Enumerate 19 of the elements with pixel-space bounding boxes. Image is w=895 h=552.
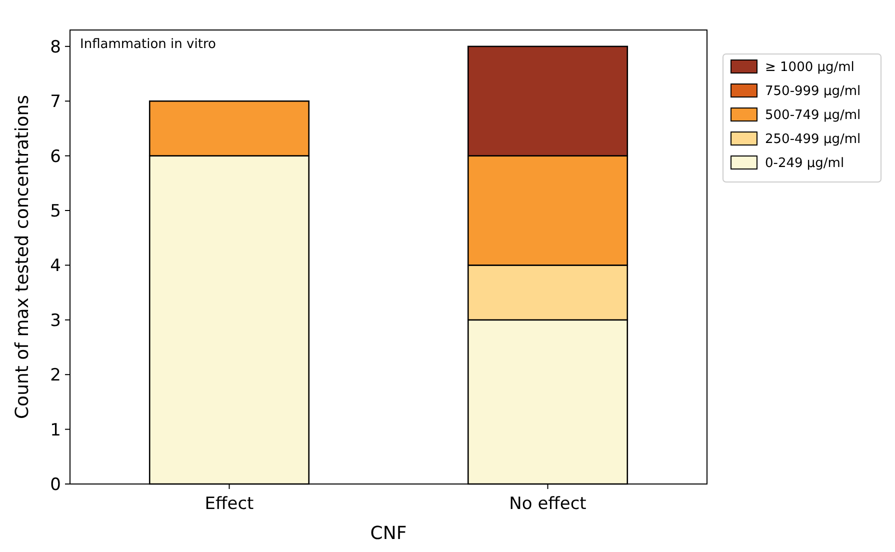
x-axis-title: CNF xyxy=(370,523,407,544)
x-tick-label: No effect xyxy=(509,494,587,514)
y-tick-label: 6 xyxy=(50,146,61,167)
y-tick-label: 0 xyxy=(50,474,61,495)
y-tick-label: 7 xyxy=(50,92,61,112)
legend-label: 750-999 µg/ml xyxy=(765,84,861,99)
y-tick-label: 4 xyxy=(50,256,61,276)
legend-label: ≥ 1000 µg/ml xyxy=(765,60,854,75)
y-tick-label: 3 xyxy=(50,310,61,331)
legend-label: 250-499 µg/ml xyxy=(765,132,861,147)
legend-label: 0-249 µg/ml xyxy=(765,156,844,171)
y-tick-label: 2 xyxy=(50,366,61,386)
legend-label: 500-749 µg/ml xyxy=(765,108,861,123)
y-tick-label: 1 xyxy=(50,420,61,440)
x-tick-label: Effect xyxy=(204,494,254,514)
y-tick-label: 5 xyxy=(50,201,61,222)
y-tick-label: 8 xyxy=(50,37,61,58)
y-axis-title: Count of max tested concentrations xyxy=(12,94,33,420)
annotation: Inflammation in vitro xyxy=(80,37,216,52)
